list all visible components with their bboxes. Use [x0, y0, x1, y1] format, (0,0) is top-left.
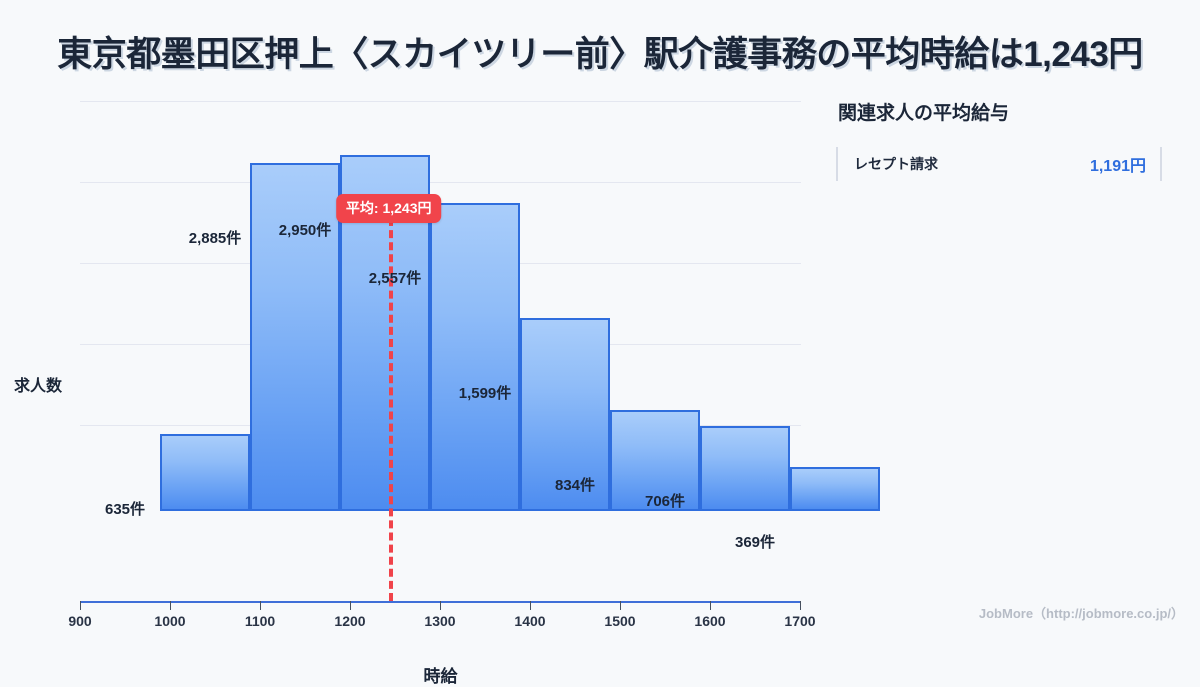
bar-value-label: 2,557件: [368, 269, 422, 287]
average-badge: 平均: 1,243円: [335, 194, 442, 223]
footer-credit: JobMore（http://jobmore.co.jp/）: [978, 606, 1184, 621]
x-axis-tick-label: 1600: [694, 613, 726, 629]
x-axis-tick: [620, 601, 621, 610]
histogram-chart: 求人数 時給 平均: 1,243円 635件 2,885件 2,950件 2,557件…: [0, 90, 880, 686]
histogram-bar[interactable]: [790, 466, 880, 511]
bar-value-label: 1,599件: [458, 385, 512, 403]
related-salary-title: 関連求人の平均給与: [838, 103, 1010, 124]
x-axis-tick: [530, 601, 531, 610]
x-axis-title: 時給: [423, 667, 458, 686]
x-axis-tick: [170, 601, 171, 610]
x-axis-tick: [350, 601, 351, 610]
x-axis-tick: [710, 601, 711, 610]
x-axis-tick: [800, 601, 801, 610]
histogram-bar[interactable]: [700, 425, 790, 511]
y-axis-title: 求人数: [14, 378, 63, 395]
x-axis-tick-label: 1100: [244, 613, 276, 629]
bar-value-label: 635件: [104, 501, 146, 519]
x-axis-tick-label: 1000: [154, 613, 186, 629]
related-salary-list: レセプト請求 1,191円: [836, 147, 1176, 181]
x-axis-tick: [260, 601, 261, 610]
x-axis-tick-label: 1200: [334, 613, 366, 629]
salary-row-value: 1,191円: [1089, 158, 1146, 175]
x-axis-tick-label: 1500: [604, 613, 636, 629]
histogram-bar[interactable]: [160, 434, 250, 511]
histogram-bar[interactable]: [430, 202, 520, 511]
bar-value-label: 2,950件: [278, 222, 332, 240]
salary-row[interactable]: レセプト請求 1,191円: [836, 147, 1162, 181]
bar-value-label: 706件: [644, 492, 686, 510]
x-axis-tick-label: 1400: [514, 613, 546, 629]
average-line: [388, 218, 393, 601]
x-axis-tick-label: 1300: [424, 613, 456, 629]
page-title: 東京都墨田区押上〈スカイツリー前〉駅介護事務の平均時給は1,243円: [57, 35, 1143, 74]
salary-row-name: レセプト請求: [854, 156, 938, 172]
bar-value-label: 369件: [734, 533, 776, 551]
related-salary-panel: 関連求人の平均給与 レセプト請求 1,191円: [836, 98, 1176, 181]
bar-value-label: 2,885件: [188, 230, 242, 248]
x-axis-tick-label: 1700: [784, 613, 816, 629]
histogram-bar[interactable]: [250, 163, 340, 511]
plot-area: [80, 101, 880, 511]
histogram-bar[interactable]: [520, 318, 610, 511]
x-axis-tick: [80, 601, 81, 610]
gridline: [80, 182, 801, 183]
x-axis-tick-label: 900: [68, 613, 92, 629]
x-axis-tick: [440, 601, 441, 610]
histogram-bar[interactable]: [610, 410, 700, 511]
gridline: [80, 101, 801, 102]
bar-value-label: 834件: [554, 477, 596, 495]
